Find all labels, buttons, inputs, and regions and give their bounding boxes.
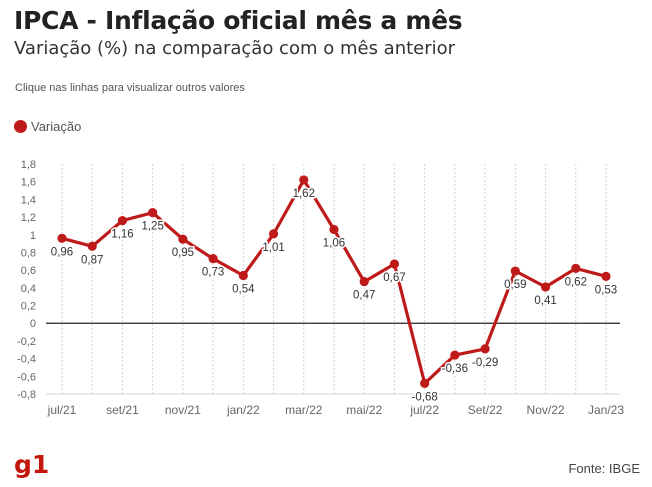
data-point[interactable] [480, 344, 490, 354]
data-label: -0,36 [442, 363, 468, 375]
data-point[interactable] [87, 241, 97, 251]
data-point[interactable] [450, 350, 460, 360]
y-tick-label: 1,6 [21, 177, 36, 189]
legend-dot-icon [14, 120, 27, 133]
chart-subtitle: Variação (%) na comparação com o mês ant… [14, 38, 456, 59]
data-label: 0,96 [51, 246, 73, 258]
data-label: -0,68 [412, 391, 438, 403]
data-point[interactable] [57, 233, 67, 243]
y-tick-label: -0,8 [17, 389, 36, 401]
data-label: 1,01 [262, 242, 284, 254]
x-tick-label: mai/22 [346, 403, 382, 417]
x-tick-label: Set/22 [468, 403, 503, 417]
legend-label: Variação [31, 119, 82, 134]
y-tick-label: -0,2 [17, 336, 36, 348]
data-point[interactable] [571, 263, 581, 273]
grid-layer [46, 164, 620, 395]
data-label: 0,41 [534, 295, 556, 307]
data-label: 0,62 [565, 276, 587, 288]
data-point[interactable] [148, 208, 158, 218]
x-tick-label: jul/21 [47, 403, 77, 417]
data-label: 0,95 [172, 247, 194, 259]
data-label: 0,67 [383, 272, 405, 284]
data-point[interactable] [420, 378, 430, 388]
data-label: 0,47 [353, 290, 375, 302]
x-tick-label: nov/21 [165, 403, 201, 417]
data-point[interactable] [329, 224, 339, 235]
interaction-hint: Clique nas linhas para visualizar outros… [15, 82, 245, 94]
y-tick-label: -0,4 [17, 354, 36, 366]
x-tick-label: mar/22 [285, 403, 323, 417]
data-label: 0,59 [504, 279, 526, 291]
y-tick-label: 1,8 [21, 159, 36, 171]
y-tick-label: 1,4 [21, 194, 36, 206]
x-tick-label: jan/22 [226, 403, 260, 417]
y-axis: 1,8 1,6 1,4 1,2 1 0,8 0,6 0,4 0,2 0 -0,2 -0,4 -0,6 -0… [17, 159, 36, 401]
chart-title: IPCA - Inflação oficial mês a mês [14, 6, 463, 35]
data-point[interactable] [178, 234, 188, 244]
y-tick-label: 0,2 [21, 301, 36, 313]
legend-item-variacao[interactable]: Variação [14, 119, 81, 134]
g1-logo: g1 [14, 447, 49, 484]
x-tick-label: set/21 [106, 403, 139, 417]
y-tick-label: 1 [30, 230, 36, 242]
y-tick-label: 0,4 [21, 283, 36, 295]
data-labels: 0,96 0,87 1,16 1,25 0,95 0,73 0,54 1,01 1,62 1,06… [49, 186, 618, 404]
x-tick-label: jul/22 [409, 403, 439, 417]
data-label: 0,73 [202, 267, 224, 279]
data-label: 1,25 [141, 221, 163, 233]
data-point[interactable] [268, 229, 279, 239]
data-point[interactable] [510, 266, 520, 276]
x-tick-label: Jan/23 [588, 403, 624, 417]
y-tick-label: 1,2 [21, 212, 36, 224]
data-point[interactable] [208, 254, 218, 264]
y-tick-label: -0,6 [17, 371, 36, 383]
data-label: -0,29 [472, 357, 498, 369]
logo-text: g1 [14, 450, 48, 479]
data-label: 0,87 [81, 254, 103, 266]
y-tick-label: 0,6 [21, 265, 36, 277]
data-point[interactable] [601, 271, 611, 281]
y-tick-label: 0 [30, 318, 36, 330]
data-label: 1,16 [111, 229, 133, 241]
data-label: 0,54 [232, 283, 255, 295]
data-label: 1,06 [323, 237, 345, 249]
x-tick-label: Nov/22 [527, 403, 565, 417]
data-point[interactable] [389, 259, 400, 269]
data-label: 1,62 [293, 188, 315, 200]
data-point[interactable] [540, 282, 551, 292]
data-point[interactable] [117, 216, 128, 226]
source-note: Fonte: IBGE [568, 461, 640, 476]
series-variacao[interactable] [57, 175, 611, 388]
data-point[interactable] [299, 175, 309, 185]
data-point[interactable] [238, 270, 248, 281]
x-axis: jul/21 set/21 nov/21 jan/22 mar/22 mai/22 jul/… [47, 403, 625, 417]
data-label: 0,53 [595, 284, 617, 296]
y-tick-label: 0,8 [21, 247, 36, 259]
data-point[interactable] [359, 277, 369, 287]
